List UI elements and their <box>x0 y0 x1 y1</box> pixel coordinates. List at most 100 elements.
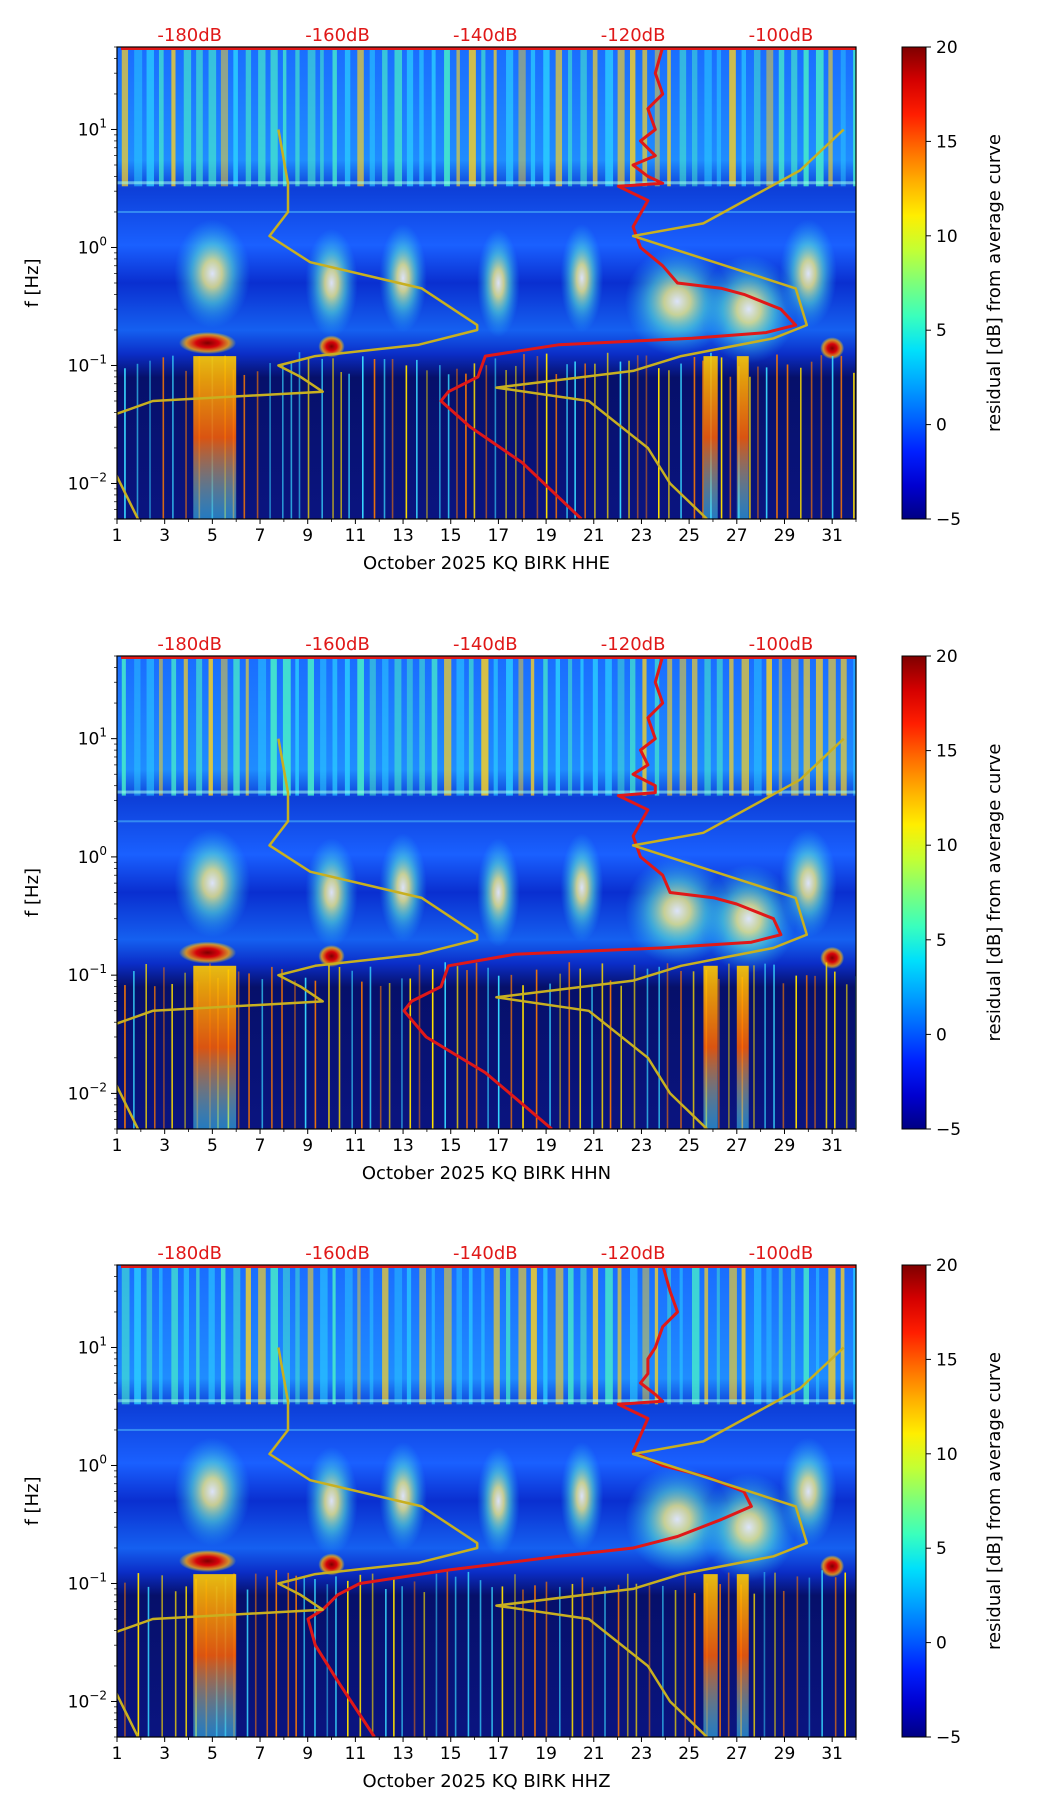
colorbar-tick-label: 10 <box>936 836 958 856</box>
spectrogram-spike <box>328 964 330 1129</box>
nhnm-curve <box>495 737 845 1129</box>
colorbar-tick-label: −5 <box>936 1728 961 1748</box>
y-axis-label: f [Hz] <box>22 258 43 307</box>
spectrogram-band <box>382 47 388 187</box>
spectrogram-band <box>493 47 497 187</box>
colorbar-frame <box>901 46 927 520</box>
x-tick-label: 21 <box>583 526 605 546</box>
spectrogram-band <box>233 656 240 796</box>
x-tick-label: 9 <box>302 1136 313 1156</box>
spectrogram-spike <box>853 372 855 519</box>
y-tick-label: 101 <box>78 116 107 140</box>
spectrogram-band <box>741 47 747 187</box>
spectrogram-band <box>233 1265 241 1405</box>
spectrogram-hotspot <box>318 335 345 358</box>
spectrogram-spike <box>795 975 798 1129</box>
spectrogram-band <box>270 47 278 187</box>
nlnm-curve <box>117 129 479 519</box>
x-tick-label: 1 <box>112 526 123 546</box>
spectrogram-hotspot <box>179 1550 237 1573</box>
x-tick-label: 31 <box>821 1136 843 1156</box>
spectrogram-blob <box>379 833 427 943</box>
x-tick-label: 25 <box>678 1744 700 1764</box>
spectrogram-band <box>344 1265 353 1405</box>
spectrogram-band <box>332 47 337 187</box>
spectrogram-spike <box>401 978 403 1129</box>
spectrogram-band <box>766 1265 772 1405</box>
spectrogram-spike <box>261 979 264 1129</box>
spectrogram-spike <box>636 355 639 519</box>
top-power-line <box>121 656 856 659</box>
spectrogram-line <box>117 210 856 213</box>
spectrogram-band <box>208 47 217 187</box>
spectrogram-band <box>679 47 687 187</box>
y-tick-label: 10−2 <box>68 470 107 494</box>
spectrogram-band <box>158 1265 163 1405</box>
x-axis-label: October 2025 KQ BIRK HHE <box>363 553 610 574</box>
spectrogram-hotspot <box>820 946 845 969</box>
spectrogram-band <box>121 1265 130 1405</box>
spectrogram-column <box>193 356 237 519</box>
spectrogram-band <box>555 47 563 187</box>
spectrogram-spike <box>124 1582 126 1737</box>
spectrogram-spike <box>326 1584 329 1737</box>
x-tick-label: 15 <box>440 526 462 546</box>
spectrogram-spike <box>536 356 539 519</box>
spectrogram-band <box>320 1265 328 1405</box>
spectrogram-spike <box>287 1572 290 1737</box>
spectrogram-spike <box>388 983 391 1129</box>
spectrogram-spike <box>335 1576 337 1737</box>
spectrogram-band <box>667 656 673 796</box>
spectrogram-band <box>729 47 736 187</box>
spectrogram-spike <box>523 354 525 519</box>
spectrogram-spike <box>805 975 808 1129</box>
colorbar-tick-label: 15 <box>936 132 958 152</box>
colorbar-tick-label: 0 <box>936 416 947 436</box>
spectrogram-spike <box>729 376 732 519</box>
spectrogram-spike <box>456 966 459 1129</box>
spectrogram-blob <box>779 1437 837 1546</box>
colorbar-tick-label: −5 <box>936 510 961 530</box>
spectrogram-band <box>654 1265 659 1405</box>
spectrogram-band <box>630 656 636 796</box>
spectrogram-column <box>193 965 237 1129</box>
spectrogram-spike <box>559 973 561 1129</box>
x-tick-label: 25 <box>678 1136 700 1156</box>
spectrogram-band <box>530 656 535 796</box>
spectrogram-band <box>803 656 810 796</box>
spectrogram-spike <box>635 1583 638 1737</box>
spectrogram-band <box>481 656 489 796</box>
spectrogram-band <box>307 47 316 187</box>
spectrogram-blob <box>624 1464 730 1574</box>
spectrogram-spike <box>133 971 135 1129</box>
spectrogram-band <box>729 656 734 796</box>
spectrogram-spike <box>494 358 497 519</box>
spectrogram-band <box>753 1265 762 1405</box>
spectrogram-spike <box>294 980 296 1129</box>
spectrogram-column <box>703 356 718 519</box>
y-tick-label: 100 <box>78 844 107 868</box>
spectrogram-band <box>592 1265 599 1405</box>
spectrogram-spike <box>475 962 478 1129</box>
spectrogram-spike <box>626 1573 629 1737</box>
x-tick-label: 1 <box>112 1136 123 1156</box>
spectrogram-spike <box>821 1570 823 1737</box>
spectrogram-band <box>320 47 324 187</box>
spectrogram-band <box>406 656 413 796</box>
db-scale-label: -160dB <box>305 25 370 46</box>
x-tick-label: 19 <box>535 1744 557 1764</box>
median-psd-curve <box>402 656 783 1129</box>
spectrogram-spike <box>184 972 186 1129</box>
spectrogram-spike <box>571 1583 574 1737</box>
spectrogram-band <box>208 656 213 796</box>
spectrogram-band <box>332 656 338 796</box>
spectrogram-spike <box>340 371 343 519</box>
spectrogram-band <box>828 656 836 796</box>
spectrogram-spike <box>348 373 350 519</box>
spectrogram-band <box>543 656 548 796</box>
spectrogram-band <box>295 47 300 187</box>
db-scale-label: -160dB <box>305 634 370 655</box>
spectrogram-band <box>679 1265 683 1405</box>
